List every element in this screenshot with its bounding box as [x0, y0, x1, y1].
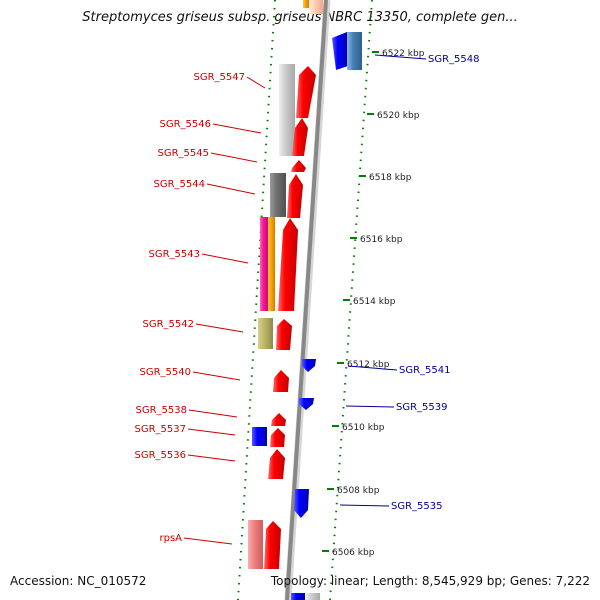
kbp-tick: 6506 kbp	[322, 548, 375, 558]
kbp-tick-label: 6512 kbp	[347, 360, 390, 370]
feature-sgr-5547-partner[interactable]	[279, 64, 295, 156]
leader-line	[374, 54, 427, 60]
right-gene-label[interactable]: SGR_5548	[374, 54, 480, 65]
gene-name[interactable]: SGR_5545	[158, 148, 210, 159]
left-gene-labels: SGR_5547 SGR_5546 SGR_5545 SGR_5544 SGR_5543…	[135, 72, 266, 545]
kbp-scale: 6522 kbp 6520 kbp 6518 kbp 6516 kbp 6514 kbp…	[322, 49, 425, 558]
feature-sgr-5542[interactable]	[276, 319, 292, 350]
feature-sgr-5535[interactable]	[294, 489, 309, 518]
kbp-tick: 6510 kbp	[332, 423, 385, 433]
leader-line	[192, 371, 241, 381]
leader-line	[183, 537, 233, 545]
feature-rpsa-partner[interactable]	[248, 520, 263, 569]
kbp-tick-label: 6520 kbp	[377, 111, 420, 121]
feature-sgr-5536[interactable]	[268, 449, 285, 479]
kbp-tick-label: 6516 kbp	[360, 235, 403, 245]
kbp-tick: 6516 kbp	[350, 235, 403, 245]
kbp-tick: 6518 kbp	[359, 173, 412, 183]
left-gene-label[interactable]: SGR_5547	[194, 72, 266, 89]
feature-top-peach[interactable]	[309, 0, 323, 14]
feature-sgr-5537[interactable]	[270, 428, 285, 447]
feature-sgr-5546[interactable]	[292, 118, 308, 156]
kbp-tick-label: 6506 kbp	[332, 548, 375, 558]
leader-line	[201, 253, 249, 264]
feature-bottom-blue[interactable]	[291, 593, 305, 600]
left-gene-label[interactable]: SGR_5546	[160, 119, 262, 134]
kbp-tick-label: 6518 kbp	[369, 173, 412, 183]
feature-sgr-5542-partner[interactable]	[258, 318, 273, 349]
kbp-tick: 6508 kbp	[327, 486, 380, 496]
feature-sgr-5540[interactable]	[273, 370, 289, 392]
gene-name[interactable]: SGR_5548	[428, 54, 480, 65]
gene-name[interactable]: SGR_5538	[136, 405, 188, 416]
gene-features	[248, 0, 362, 600]
accession-label: Accession: NC_010572	[10, 574, 147, 588]
feature-sgr-5544-partner[interactable]	[270, 173, 286, 217]
genome-summary: Topology: linear; Length: 8,545,929 bp; …	[270, 574, 590, 588]
leader-line	[206, 183, 256, 195]
left-gene-label[interactable]: rpsA	[159, 533, 233, 545]
gene-name[interactable]: SGR_5542	[143, 319, 195, 330]
feature-rpsa[interactable]	[264, 521, 281, 569]
feature-sgr-5543[interactable]	[278, 218, 298, 311]
feature-sgr-5539[interactable]	[299, 398, 314, 410]
leader-line	[212, 123, 262, 134]
feature-sgr-5543-magenta[interactable]	[260, 217, 268, 311]
gene-name[interactable]: SGR_5541	[399, 365, 451, 376]
kbp-tick-label: 6522 kbp	[382, 49, 425, 59]
map-title: Streptomyces griseus subsp. griseus NBRC…	[82, 10, 518, 25]
feature-sgr-5544[interactable]	[287, 174, 303, 218]
gene-name[interactable]: SGR_5536	[135, 450, 187, 461]
kbp-tick: 6522 kbp	[372, 49, 425, 59]
kbp-tick: 6512 kbp	[337, 360, 390, 370]
gene-name[interactable]: SGR_5540	[140, 367, 192, 378]
feature-sgr-5538[interactable]	[271, 413, 286, 426]
leader-line	[339, 504, 390, 507]
gene-name[interactable]: rpsA	[159, 533, 182, 544]
backbone-line	[285, 0, 328, 600]
leader-line	[188, 409, 238, 418]
left-gene-label[interactable]: SGR_5545	[158, 148, 258, 163]
feature-sgr-5545[interactable]	[291, 160, 306, 172]
gene-name[interactable]: SGR_5537	[135, 424, 187, 435]
right-gene-labels: SGR_5548 SGR_5541 SGR_5539 SGR_5535	[339, 54, 480, 512]
gene-name[interactable]: SGR_5547	[194, 72, 246, 83]
leader-line	[187, 428, 236, 436]
left-gene-label[interactable]: SGR_5544	[154, 179, 256, 195]
kbp-tick-label: 6510 kbp	[342, 423, 385, 433]
feature-sgr-5548-blue[interactable]	[332, 32, 348, 70]
kbp-tick: 6520 kbp	[367, 111, 420, 121]
left-gene-label[interactable]: SGR_5540	[140, 367, 241, 381]
gene-name[interactable]: SGR_5543	[149, 249, 201, 260]
feature-sgr-5537-partner[interactable]	[252, 427, 267, 446]
right-gene-label[interactable]: SGR_5541	[347, 365, 451, 376]
leader-line	[347, 365, 398, 371]
gene-name[interactable]: SGR_5539	[396, 402, 448, 413]
feature-sgr-5548[interactable]	[347, 32, 362, 70]
right-gene-label[interactable]: SGR_5539	[345, 402, 448, 413]
leader-line	[187, 454, 236, 462]
kbp-tick-label: 6508 kbp	[337, 486, 380, 496]
gene-name[interactable]: SGR_5535	[391, 501, 443, 512]
leader-line	[246, 76, 266, 89]
leader-line	[195, 323, 244, 333]
leader-line	[210, 152, 258, 163]
feature-sgr-5547[interactable]	[296, 66, 316, 118]
feature-bottom-gray[interactable]	[306, 593, 320, 600]
kbp-tick: 6514 kbp	[343, 297, 396, 307]
feature-sgr-5543-orange[interactable]	[268, 217, 275, 311]
feature-sgr-5541[interactable]	[302, 359, 316, 372]
left-gene-label[interactable]: SGR_5536	[135, 450, 236, 462]
leader-line	[345, 405, 395, 408]
left-gene-label[interactable]: SGR_5543	[149, 249, 249, 264]
left-gene-label[interactable]: SGR_5542	[143, 319, 244, 333]
gene-name[interactable]: SGR_5546	[160, 119, 212, 130]
kbp-tick-label: 6514 kbp	[353, 297, 396, 307]
feature-top-orange[interactable]	[303, 0, 309, 8]
left-gene-label[interactable]: SGR_5537	[135, 424, 236, 436]
left-gene-label[interactable]: SGR_5538	[136, 405, 238, 418]
right-gene-label[interactable]: SGR_5535	[339, 501, 443, 512]
gene-name[interactable]: SGR_5544	[154, 179, 206, 190]
